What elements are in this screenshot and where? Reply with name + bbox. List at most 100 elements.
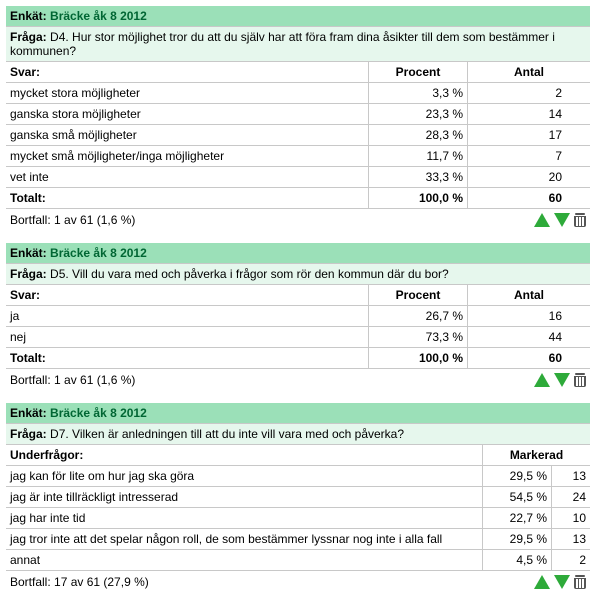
table-row: vet inte33,3 %20 [6, 167, 590, 188]
table-row: ganska små möjligheter28,3 %17 [6, 125, 590, 146]
row-n: 24 [552, 487, 591, 508]
action-icons [534, 373, 586, 387]
results-table: Svar:ProcentAntalja26,7 %16nej73,3 %44To… [6, 285, 590, 369]
row-label: jag kan för lite om hur jag ska göra [6, 466, 483, 487]
survey-header: Enkät: Bräcke åk 8 2012 [6, 6, 590, 27]
survey-name: Bräcke åk 8 2012 [50, 406, 147, 420]
row-pct: 73,3 % [369, 327, 468, 348]
table-header-row: Underfrågor:Markerad [6, 445, 590, 466]
table-row: nej73,3 %44 [6, 327, 590, 348]
table-row: jag kan för lite om hur jag ska göra29,5… [6, 466, 590, 487]
total-pct: 100,0 % [369, 188, 468, 209]
row-n: 44 [468, 327, 591, 348]
row-label: vet inte [6, 167, 369, 188]
total-row: Totalt:100,0 %60 [6, 188, 590, 209]
row-pct: 26,7 % [369, 306, 468, 327]
row-n: 13 [552, 529, 591, 550]
row-label: jag är inte tillräckligt intresserad [6, 487, 483, 508]
table-header-row: Svar:ProcentAntal [6, 285, 590, 306]
table-row: jag är inte tillräckligt intresserad54,5… [6, 487, 590, 508]
svar-label: Svar: [6, 62, 369, 83]
arrow-up-icon[interactable] [534, 575, 550, 589]
row-pct: 3,3 % [369, 83, 468, 104]
results-table: Svar:ProcentAntalmycket stora möjlighete… [6, 62, 590, 209]
antal-label: Antal [468, 285, 591, 306]
procent-label: Procent [369, 62, 468, 83]
svar-label: Svar: [6, 285, 369, 306]
row-n: 17 [468, 125, 591, 146]
footer-row: Bortfall: 1 av 61 (1,6 %) [6, 209, 590, 229]
results-table: Underfrågor:Markeradjag kan för lite om … [6, 445, 590, 571]
row-n: 7 [468, 146, 591, 167]
survey-header: Enkät: Bräcke åk 8 2012 [6, 243, 590, 264]
question-text: D5. Vill du vara med och påverka i frågo… [50, 267, 449, 281]
row-n: 10 [552, 508, 591, 529]
row-n: 13 [552, 466, 591, 487]
trash-icon[interactable] [574, 213, 586, 227]
row-pct: 22,7 % [483, 508, 552, 529]
bortfall-text: Bortfall: 1 av 61 (1,6 %) [10, 373, 135, 387]
question-row: Fråga: D4. Hur stor möjlighet tror du at… [6, 27, 590, 62]
table-row: jag har inte tid22,7 %10 [6, 508, 590, 529]
row-pct: 11,7 % [369, 146, 468, 167]
total-row: Totalt:100,0 %60 [6, 348, 590, 369]
footer-row: Bortfall: 1 av 61 (1,6 %) [6, 369, 590, 389]
row-pct: 4,5 % [483, 550, 552, 571]
arrow-down-icon[interactable] [554, 213, 570, 227]
row-pct: 29,5 % [483, 466, 552, 487]
fraga-label: Fråga: [10, 267, 47, 281]
row-label: ganska små möjligheter [6, 125, 369, 146]
antal-label: Antal [468, 62, 591, 83]
row-label: jag har inte tid [6, 508, 483, 529]
row-label: mycket stora möjligheter [6, 83, 369, 104]
trash-icon[interactable] [574, 373, 586, 387]
table-header-row: Svar:ProcentAntal [6, 62, 590, 83]
row-label: ganska stora möjligheter [6, 104, 369, 125]
enket-label: Enkät: [10, 9, 47, 23]
row-label: ja [6, 306, 369, 327]
bortfall-text: Bortfall: 17 av 61 (27,9 %) [10, 575, 149, 589]
survey-block: Enkät: Bräcke åk 8 2012Fråga: D5. Vill d… [6, 243, 590, 389]
question-row: Fråga: D5. Vill du vara med och påverka … [6, 264, 590, 285]
action-icons [534, 575, 586, 589]
arrow-down-icon[interactable] [554, 575, 570, 589]
row-label: jag tror inte att det spelar någon roll,… [6, 529, 483, 550]
action-icons [534, 213, 586, 227]
table-row: annat4,5 %2 [6, 550, 590, 571]
question-row: Fråga: D7. Vilken är anledningen till at… [6, 424, 590, 445]
row-label: nej [6, 327, 369, 348]
question-text: D4. Hur stor möjlighet tror du att du sj… [10, 30, 555, 58]
row-n: 14 [468, 104, 591, 125]
bortfall-text: Bortfall: 1 av 61 (1,6 %) [10, 213, 135, 227]
row-pct: 33,3 % [369, 167, 468, 188]
total-n: 60 [468, 348, 591, 369]
markerad-label: Markerad [483, 445, 591, 466]
fraga-label: Fråga: [10, 427, 47, 441]
row-n: 2 [552, 550, 591, 571]
underfragor-label: Underfrågor: [6, 445, 483, 466]
enket-label: Enkät: [10, 406, 47, 420]
fraga-label: Fråga: [10, 30, 47, 44]
survey-block: Enkät: Bräcke åk 8 2012Fråga: D4. Hur st… [6, 6, 590, 229]
survey-name: Bräcke åk 8 2012 [50, 9, 147, 23]
procent-label: Procent [369, 285, 468, 306]
total-label: Totalt: [6, 348, 369, 369]
question-text: D7. Vilken är anledningen till att du in… [50, 427, 404, 441]
arrow-up-icon[interactable] [534, 373, 550, 387]
survey-block: Enkät: Bräcke åk 8 2012Fråga: D7. Vilken… [6, 403, 590, 591]
arrow-up-icon[interactable] [534, 213, 550, 227]
row-n: 2 [468, 83, 591, 104]
table-row: mycket små möjligheter/inga möjligheter1… [6, 146, 590, 167]
row-pct: 28,3 % [369, 125, 468, 146]
total-label: Totalt: [6, 188, 369, 209]
row-label: mycket små möjligheter/inga möjligheter [6, 146, 369, 167]
trash-icon[interactable] [574, 575, 586, 589]
table-row: mycket stora möjligheter3,3 %2 [6, 83, 590, 104]
arrow-down-icon[interactable] [554, 373, 570, 387]
row-pct: 54,5 % [483, 487, 552, 508]
table-row: jag tror inte att det spelar någon roll,… [6, 529, 590, 550]
row-pct: 23,3 % [369, 104, 468, 125]
total-n: 60 [468, 188, 591, 209]
table-row: ganska stora möjligheter23,3 %14 [6, 104, 590, 125]
enket-label: Enkät: [10, 246, 47, 260]
